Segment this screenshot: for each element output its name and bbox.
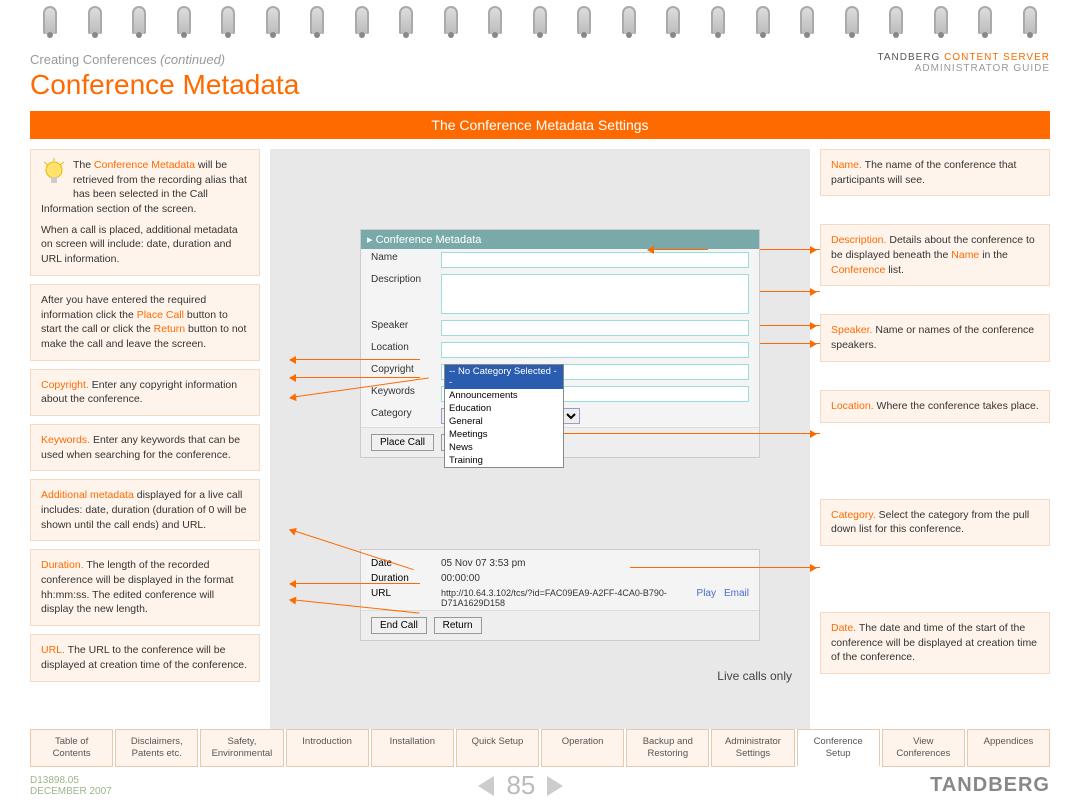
tab-10[interactable]: ViewConferences: [882, 729, 965, 767]
info-box-category: Category. Select the category from the p…: [820, 499, 1050, 546]
end-call-button[interactable]: End Call: [371, 617, 427, 634]
tab-0[interactable]: Table ofContents: [30, 729, 113, 767]
name-input[interactable]: [441, 252, 749, 268]
location-input[interactable]: [441, 342, 749, 358]
info-box-copyright: Copyright. Enter any copyright informati…: [30, 369, 260, 416]
next-page-icon[interactable]: [547, 776, 563, 796]
arrow: [760, 291, 820, 292]
info-box-placecall: After you have entered the required info…: [30, 284, 260, 361]
info-box-description: Description. Details about the conferenc…: [820, 224, 1050, 286]
tab-1[interactable]: Disclaimers,Patents etc.: [115, 729, 198, 767]
tab-6[interactable]: Operation: [541, 729, 624, 767]
info-box-location: Location. Where the conference takes pla…: [820, 390, 1050, 423]
tab-7[interactable]: Backup andRestoring: [626, 729, 709, 767]
info-box-additional: Additional metadata displayed for a live…: [30, 479, 260, 541]
doc-header: TANDBERG CONTENT SERVER ADMINISTRATOR GU…: [878, 52, 1050, 74]
tab-5[interactable]: Quick Setup: [456, 729, 539, 767]
tab-8[interactable]: AdministratorSettings: [711, 729, 794, 767]
category-dropdown-open[interactable]: -- No Category Selected --AnnouncementsE…: [444, 364, 564, 468]
info-box-intro: The Conference Metadata will be retrieve…: [30, 149, 260, 276]
prev-page-icon[interactable]: [478, 776, 494, 796]
right-column: Name. The name of the conference that pa…: [820, 149, 1050, 729]
info-box-name: Name. The name of the conference that pa…: [820, 149, 1050, 196]
tab-4[interactable]: Installation: [371, 729, 454, 767]
arrow: [648, 249, 708, 250]
center-screenshot-area: ▸ Conference Metadata Name Description S…: [270, 149, 810, 729]
info-box-duration: Duration. The length of the recorded con…: [30, 549, 260, 626]
panel-header: ▸ Conference Metadata: [361, 230, 759, 249]
return-button-2[interactable]: Return: [434, 617, 482, 634]
speaker-input[interactable]: [441, 320, 749, 336]
live-metadata-panel: Date05 Nov 07 3:53 pm Duration00:00:00 U…: [360, 549, 760, 641]
play-link[interactable]: Play: [697, 588, 716, 608]
doc-id: D13898.05DECEMBER 2007: [30, 775, 112, 797]
tab-3[interactable]: Introduction: [286, 729, 369, 767]
tab-11[interactable]: Appendices: [967, 729, 1050, 767]
place-call-button[interactable]: Place Call: [371, 434, 434, 451]
arrow: [630, 567, 820, 568]
page-number: 85: [478, 770, 563, 801]
tab-2[interactable]: Safety,Environmental: [200, 729, 283, 767]
tab-9[interactable]: ConferenceSetup: [797, 729, 880, 767]
bottom-tabs: Table ofContentsDisclaimers,Patents etc.…: [30, 729, 1050, 767]
arrow: [560, 433, 820, 434]
arrow: [290, 377, 420, 378]
left-column: The Conference Metadata will be retrieve…: [30, 149, 260, 729]
arrow: [760, 343, 820, 344]
email-link[interactable]: Email: [724, 588, 749, 608]
info-box-url: URL. The URL to the conference will be d…: [30, 634, 260, 681]
description-input[interactable]: [441, 274, 749, 314]
arrow: [290, 583, 420, 584]
lightbulb-icon: [41, 158, 67, 188]
arrow: [760, 249, 820, 250]
live-calls-label: Live calls only: [717, 669, 792, 683]
info-box-keywords: Keywords. Enter any keywords that can be…: [30, 424, 260, 471]
info-box-speaker: Speaker. Name or names of the conference…: [820, 314, 1050, 361]
tandberg-logo: TANDBERG: [930, 774, 1050, 797]
section-banner: The Conference Metadata Settings: [30, 111, 1050, 139]
info-box-date: Date. The date and time of the start of …: [820, 612, 1050, 674]
arrow: [290, 359, 420, 360]
arrow: [760, 325, 820, 326]
